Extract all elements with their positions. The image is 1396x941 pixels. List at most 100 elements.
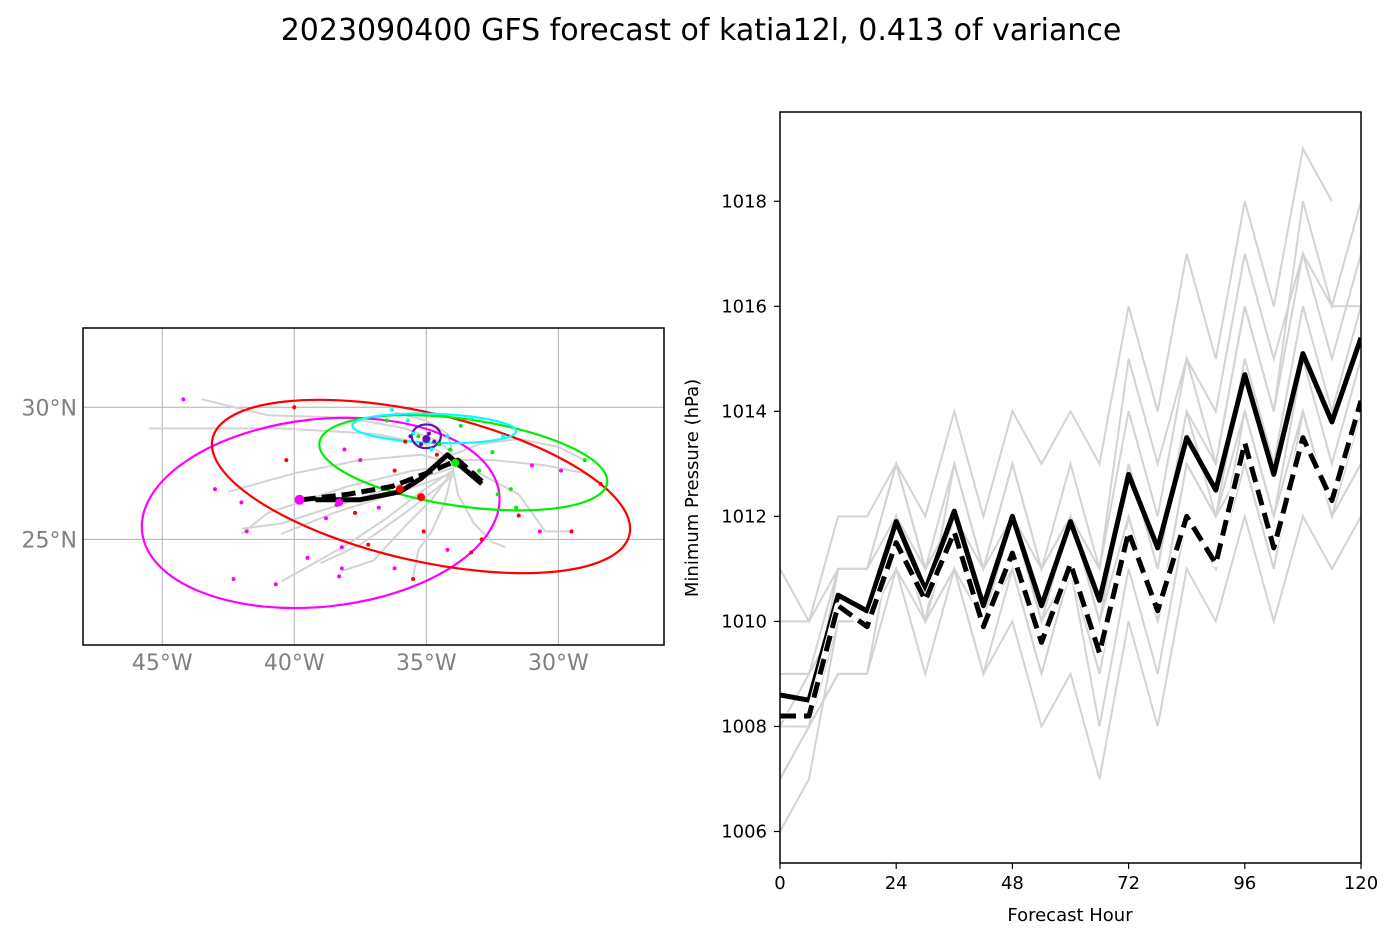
cluster-point	[437, 442, 442, 447]
cluster-point	[392, 566, 397, 571]
cluster-point	[411, 576, 416, 581]
cluster-point	[244, 529, 249, 534]
cluster-point	[477, 468, 482, 473]
x-axis-label: Forecast Hour	[1007, 905, 1133, 926]
cluster-point	[458, 423, 463, 428]
cluster-ellipse	[210, 398, 632, 575]
cluster-point	[516, 513, 521, 518]
x-tick-label: 120	[1344, 873, 1378, 894]
cluster-point	[569, 529, 574, 534]
cluster-ellipse	[140, 416, 501, 610]
cluster-point	[432, 439, 437, 444]
y-tick-label: 1008	[721, 716, 767, 737]
cluster-point	[339, 566, 344, 571]
x-tick-label: 96	[1233, 873, 1256, 894]
x-tick-label: 24	[885, 873, 908, 894]
cluster-center-marker	[417, 493, 426, 502]
pressure-chart-panel: 0 24 48 72 96 120 1006 1008 1010 1012 1014 1016 1018…	[682, 111, 1378, 926]
cluster-point	[408, 434, 413, 439]
cluster-center-marker	[395, 485, 404, 494]
cluster-point	[411, 431, 416, 436]
y-tick-label: 1018	[721, 191, 767, 212]
ensemble-track	[451, 467, 506, 549]
cluster-point	[389, 407, 394, 412]
ensemble-track	[240, 464, 453, 535]
cluster-point	[495, 492, 500, 497]
map-lat-tick-label: 25°N	[22, 528, 77, 553]
cluster-point	[231, 576, 236, 581]
map-lon-tick-label: 40°W	[264, 651, 325, 676]
cluster-point	[469, 550, 474, 555]
y-tick-label: 1010	[721, 611, 767, 632]
cluster-point	[445, 434, 450, 439]
cluster-center-marker	[451, 458, 460, 467]
figure-title: 2023090400 GFS forecast of katia12l, 0.4…	[281, 13, 1122, 48]
cluster-center-marker	[294, 494, 305, 505]
cluster-point	[376, 505, 381, 510]
cluster-point	[239, 500, 244, 505]
cluster-point	[284, 458, 289, 463]
x-tick-label: 72	[1117, 873, 1140, 894]
map-lon-tick-label: 45°W	[132, 651, 193, 676]
cluster-center-marker	[422, 434, 431, 443]
cluster-point	[479, 537, 484, 542]
track-map-panel: 45°W 40°W 35°W 30°W 30°N 25°N	[22, 327, 665, 676]
ensemble-track	[149, 427, 454, 461]
ensemble-track	[341, 470, 454, 572]
ensemble-track	[320, 475, 454, 565]
cluster-point	[598, 481, 603, 486]
cluster-point	[384, 418, 389, 423]
cluster-point	[421, 529, 426, 534]
pressure-frame	[779, 111, 1362, 864]
ensemble-track	[280, 472, 454, 535]
cluster-point	[419, 442, 424, 447]
cluster-point	[403, 439, 408, 444]
map-lon-tick-label: 30°W	[528, 651, 589, 676]
cluster-point	[358, 458, 363, 463]
ensemble-track	[412, 470, 454, 577]
map-content	[140, 397, 632, 610]
cluster-point	[582, 458, 587, 463]
cluster-point	[339, 545, 344, 550]
x-tick-label: 48	[1001, 873, 1024, 894]
pressure-lines	[780, 145, 1361, 832]
map-tick-labels: 45°W 40°W 35°W 30°W 30°N 25°N	[22, 396, 589, 676]
cluster-point	[537, 529, 542, 534]
mean-pressure-dashed-halo	[780, 399, 1361, 720]
cluster-point	[559, 468, 564, 473]
ensemble-pressure-line	[780, 411, 1361, 728]
ensemble-track	[452, 464, 572, 533]
cluster-point	[426, 431, 431, 436]
cluster-center-marker	[335, 498, 344, 507]
cluster-point	[529, 463, 534, 468]
cluster-point	[366, 542, 371, 547]
cluster-point	[469, 415, 474, 420]
y-axis-label: Minimum Pressure (hPa)	[682, 379, 703, 597]
cluster-point	[273, 582, 278, 587]
map-lon-tick-label: 35°W	[396, 651, 457, 676]
ensemble-pressure-line	[780, 512, 1361, 780]
ensemble-track	[228, 453, 453, 493]
cluster-point	[213, 487, 218, 492]
ensemble-track	[280, 469, 454, 583]
cluster-point	[392, 468, 397, 473]
mean-track-dashed	[301, 457, 484, 503]
y-tick-label: 1014	[721, 401, 767, 422]
cluster-point	[181, 397, 186, 402]
cluster-point	[342, 447, 347, 452]
cluster-point	[448, 447, 453, 452]
cluster-point	[500, 434, 505, 439]
map-frame	[82, 327, 665, 646]
cluster-point	[514, 505, 519, 510]
cluster-point	[508, 487, 513, 492]
map-lat-tick-label: 30°N	[22, 396, 77, 421]
cluster-point	[323, 516, 328, 521]
cluster-point	[490, 450, 495, 455]
y-tick-label: 1012	[721, 506, 767, 527]
cluster-point	[429, 447, 434, 452]
cluster-point	[445, 547, 450, 552]
cluster-point	[434, 452, 439, 457]
map-gridlines	[83, 328, 664, 645]
cluster-ellipse	[318, 413, 609, 512]
